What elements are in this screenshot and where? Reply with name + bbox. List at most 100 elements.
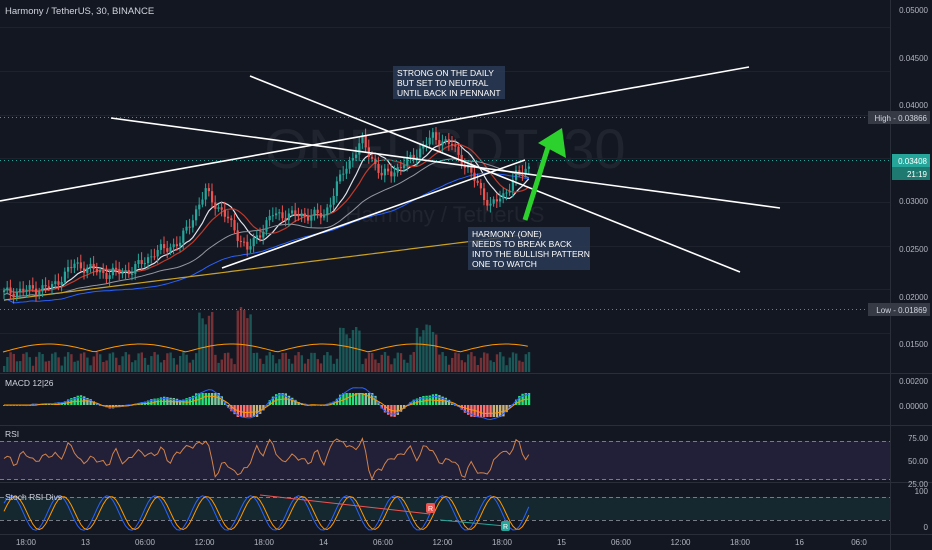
- candle-body: [524, 168, 527, 174]
- volume-bar: [239, 307, 243, 372]
- stoch-k-line: [3, 495, 530, 531]
- macd-histogram-bar: [185, 398, 188, 405]
- candle-body: [249, 246, 252, 250]
- candle-body: [163, 244, 166, 249]
- macd-histogram-bar: [259, 405, 262, 414]
- volume-bar: [86, 357, 89, 372]
- price-tick-7: 0.01500: [899, 340, 928, 349]
- candle-body: [505, 192, 508, 194]
- volume-bar: [303, 363, 307, 372]
- candle-body: [233, 220, 236, 231]
- volume-bar: [383, 352, 387, 372]
- candle-body: [364, 135, 367, 148]
- volume-bar: [393, 358, 396, 372]
- time-label: 14: [319, 538, 328, 547]
- time-label: 06:00: [373, 538, 394, 547]
- macd-histogram-bar: [214, 393, 217, 405]
- candle-body: [201, 199, 204, 205]
- candle-body: [502, 193, 505, 199]
- volume-bar: [268, 352, 271, 372]
- macd-histogram-bar: [518, 395, 521, 405]
- candle-body: [287, 213, 290, 221]
- svg-text:High - 0.03866: High - 0.03866: [875, 114, 928, 123]
- price-tick-1: 0.04500: [899, 54, 928, 63]
- macd-histogram-bar: [387, 405, 390, 415]
- candle-body: [332, 195, 335, 205]
- volume-bar: [31, 365, 35, 372]
- candle-body: [422, 145, 425, 149]
- volume-bar: [201, 318, 204, 372]
- candle-body: [60, 281, 63, 285]
- macd-histogram-bar: [342, 393, 345, 405]
- candle-body: [44, 285, 47, 287]
- price-axis[interactable]: 0.05000 0.04500 0.04000 0.03000 0.02500 …: [899, 6, 928, 349]
- candle-body: [70, 267, 73, 269]
- candle-body: [396, 167, 399, 173]
- descending-line-1[interactable]: [110, 117, 781, 209]
- volume-bar: [169, 352, 172, 372]
- volume-bar: [364, 358, 367, 372]
- candle-body: [166, 248, 169, 252]
- volume-bar: [79, 353, 83, 372]
- candle-body: [252, 237, 255, 247]
- candle-body: [495, 199, 498, 202]
- macd-histogram-bar: [147, 400, 150, 405]
- volume-bar: [300, 355, 303, 372]
- candle-body: [511, 179, 514, 191]
- stoch-divergence-line: [439, 519, 506, 527]
- candle-body: [294, 210, 297, 216]
- candle-body: [291, 210, 294, 214]
- volume-bar: [463, 362, 467, 372]
- macd-histogram-bar: [297, 402, 300, 405]
- macd-histogram-bar: [220, 396, 223, 405]
- pennant-upper-line[interactable]: [0, 66, 750, 202]
- volume-bar: [150, 356, 153, 372]
- volume-bar: [358, 330, 361, 372]
- volume-bar: [409, 354, 412, 372]
- watermark-name: Harmony / TetherUS: [346, 202, 545, 227]
- volume-bar: [275, 363, 278, 372]
- macd-histogram-bar: [243, 405, 246, 417]
- volume-bar: [287, 358, 291, 372]
- volume-bar: [67, 352, 70, 372]
- candle-body: [111, 267, 114, 276]
- candle-body: [284, 218, 287, 221]
- volume-bar: [28, 357, 31, 372]
- volume-bar: [3, 366, 6, 372]
- macd-histogram-bar: [479, 405, 483, 417]
- candle-body: [243, 241, 246, 243]
- volume-bar: [460, 360, 463, 372]
- descending-line-2[interactable]: [249, 75, 741, 273]
- macd-histogram-bar: [361, 393, 364, 405]
- annotation-note-1[interactable]: STRONG ON THE DAILY BUT SET TO NEUTRAL U…: [393, 66, 505, 99]
- macd-signal-line: [4, 392, 529, 415]
- candle-body: [508, 190, 511, 193]
- bullish-arrow: [522, 128, 566, 221]
- macd-histogram-bar: [239, 405, 243, 417]
- pennant-lower-line[interactable]: [221, 159, 526, 269]
- macd-histogram-bar: [271, 396, 275, 405]
- stoch-marker-1: R: [426, 503, 435, 513]
- candle-body: [345, 168, 348, 174]
- volume-bar: [476, 364, 479, 372]
- note2-line-2: NEEDS TO BREAK BACK: [472, 239, 572, 249]
- macd-histogram-bar: [486, 405, 489, 417]
- candle-body: [271, 215, 274, 217]
- svg-text:75.00: 75.00: [908, 434, 929, 443]
- candle-body: [300, 213, 303, 217]
- volume-bar: [415, 327, 419, 372]
- candle-body: [259, 235, 262, 238]
- volume-bar: [47, 360, 51, 372]
- volume-bar: [492, 362, 495, 372]
- time-axis[interactable]: 18:00 13 06:00 12:00 18:00 14 06:00 12:00 18:00 1…: [16, 538, 867, 547]
- candle-body: [150, 256, 153, 258]
- macd-histogram-bar: [291, 397, 294, 405]
- annotation-note-2[interactable]: HARMONY (ONE) NEEDS TO BREAK BACK INTO T…: [468, 227, 590, 270]
- volume-bar: [495, 354, 499, 372]
- volume-bar: [387, 355, 390, 372]
- candle-body: [431, 132, 434, 138]
- trend-lines[interactable]: [0, 66, 781, 273]
- volume-bar: [166, 353, 169, 372]
- volume-bar: [527, 352, 531, 372]
